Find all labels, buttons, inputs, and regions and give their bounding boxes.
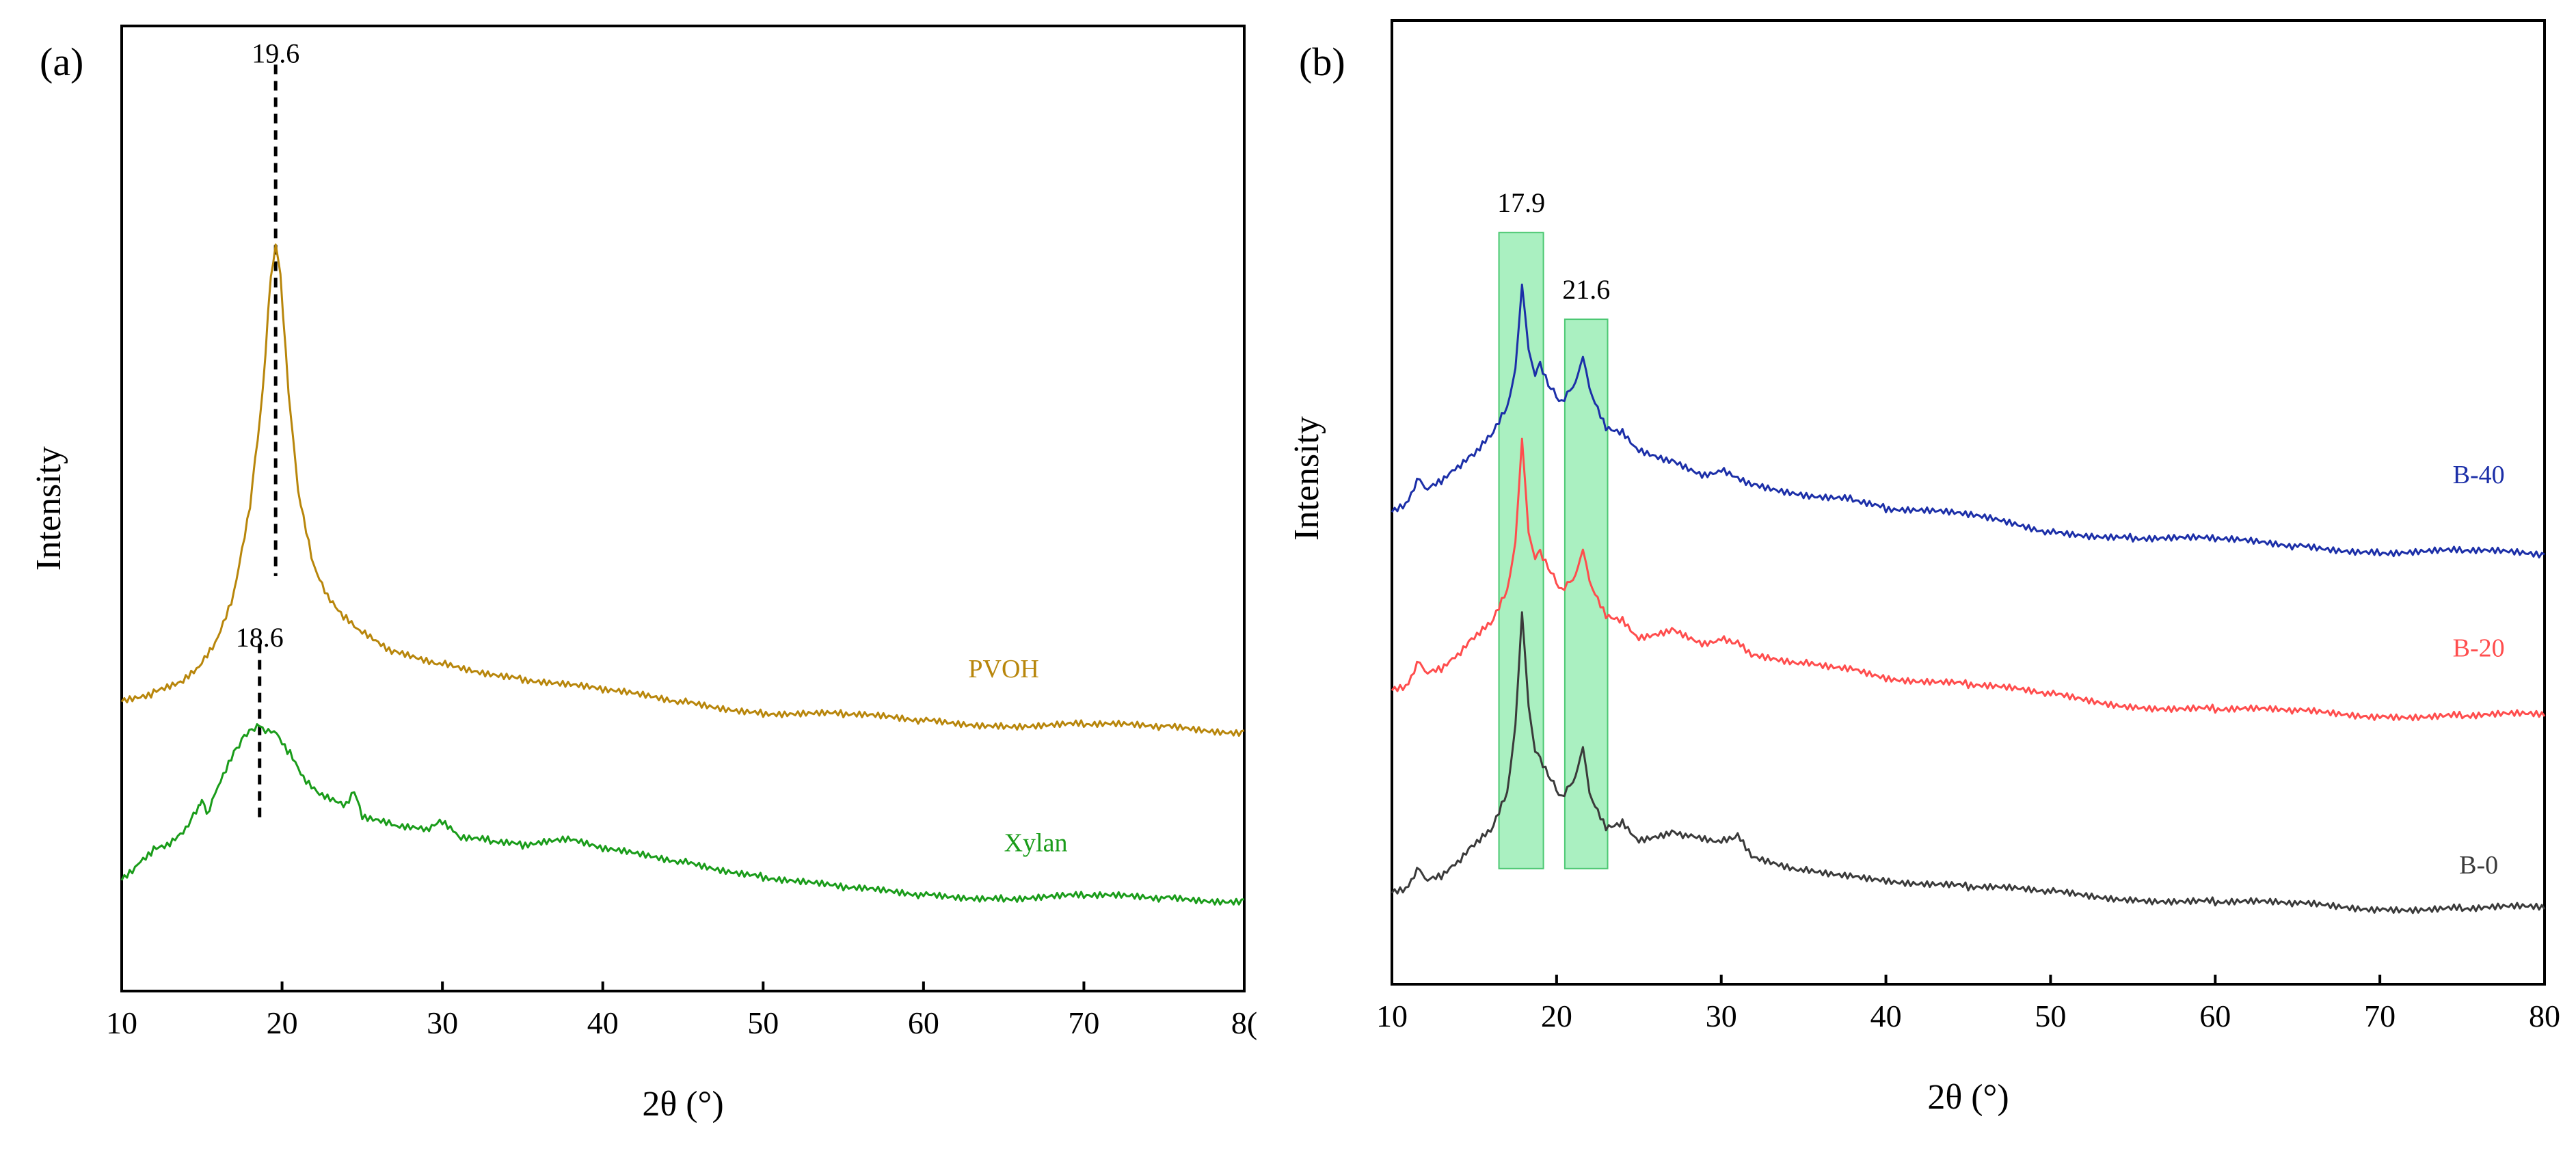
- panel-a-label: (a): [40, 40, 83, 84]
- panel-b-x-tick-label: 60: [2199, 999, 2231, 1033]
- peak-label-17-9: 17.9: [1497, 187, 1545, 218]
- legend-label-b-40: B-40: [2453, 461, 2505, 489]
- legend-label-b-20: B-20: [2453, 634, 2505, 663]
- panel-a-x-tick-label: 60: [908, 1005, 939, 1040]
- panel-b-x-tick-label: 70: [2364, 999, 2396, 1033]
- legend-label-xylan: Xylan: [1004, 828, 1068, 857]
- series-line-b-20: [1391, 437, 2546, 722]
- panel-b-x-tick-label: 20: [1541, 999, 1572, 1033]
- panel-b-x-ticks: 10 20 30 40 50 60 70 80: [1376, 975, 2560, 1033]
- panel-b-x-tick-label: 50: [2035, 999, 2066, 1033]
- legend-label-pvoh: PVOH: [968, 655, 1038, 683]
- panel-b-x-tick-label: 40: [1870, 999, 1902, 1033]
- panel-b-x-tick-label: 80: [2529, 999, 2560, 1033]
- panel-a-x-ticks: 10 20 30 40 50 60 70 8(: [106, 981, 1257, 1040]
- panel-b: (b) 2θ (°) Intensity 17.9 21.6 10 20 30 40 50…: [1287, 19, 2560, 1117]
- peak-label-19-6: 19.6: [252, 38, 299, 69]
- series-line-pvoh: [120, 243, 1245, 737]
- panel-a-annotations: 19.6 18.6: [236, 38, 299, 817]
- series-line-b-40: [1391, 283, 2545, 559]
- panel-a-frame: [120, 25, 1246, 992]
- panel-b-frame: [1391, 19, 2546, 986]
- panel-a-x-tick-label: 40: [587, 1005, 619, 1040]
- panel-a-xlabel: 2θ (°): [642, 1085, 723, 1124]
- peak-label-21-6: 21.6: [1562, 274, 1610, 305]
- panel-a: (a) 2θ (°) Intensity 10 20 30 40 50 60 70 8( 19…: [29, 25, 1257, 1124]
- panel-b-highlight-bands: 17.9 21.6: [1497, 187, 1610, 869]
- panel-a-series: PVOH Xylan: [120, 243, 1245, 906]
- series-line-b-0: [1391, 611, 2546, 915]
- highlight-band-21-6: [1564, 319, 1609, 869]
- panel-a-x-tick-label: 70: [1068, 1005, 1099, 1040]
- highlight-band-17-9: [1498, 232, 1544, 869]
- panel-a-x-tick-label: 10: [106, 1005, 137, 1040]
- panel-a-x-tick-label: 50: [747, 1005, 779, 1040]
- panel-b-label: (b): [1299, 40, 1345, 84]
- panel-b-x-tick-label: 30: [1706, 999, 1737, 1033]
- peak-label-18-6: 18.6: [236, 622, 284, 653]
- legend-label-b-0: B-0: [2459, 851, 2498, 880]
- panel-a-x-tick-label: 8(: [1231, 1005, 1257, 1040]
- panel-b-series: B-40 B-20 B-0: [1391, 283, 2546, 915]
- series-line-xylan: [120, 723, 1245, 906]
- panel-b-xlabel: 2θ (°): [1927, 1078, 2009, 1117]
- panel-b-x-tick-label: 10: [1376, 999, 1408, 1033]
- panel-b-ylabel: Intensity: [1287, 416, 1326, 541]
- panel-a-x-tick-label: 20: [267, 1005, 298, 1040]
- panel-a-x-tick-label: 30: [427, 1005, 458, 1040]
- panel-a-ylabel: Intensity: [29, 446, 68, 571]
